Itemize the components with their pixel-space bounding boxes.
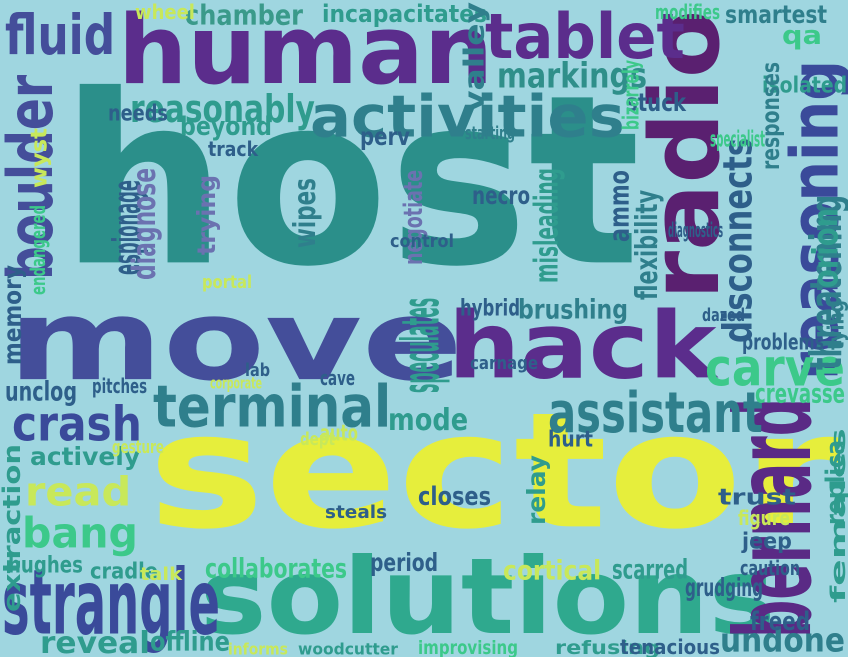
word-cave: cave — [320, 366, 355, 390]
word-tying: tying — [823, 299, 848, 350]
word-wipes: wipes — [287, 178, 323, 248]
word-relay: relay — [521, 454, 551, 525]
word-talk: talk — [140, 563, 183, 585]
word-needs: needs — [108, 100, 168, 126]
word-beyond: beyond — [180, 110, 273, 142]
word-responses: responses — [755, 62, 785, 171]
word-woodcutter: woodcutter — [298, 639, 398, 657]
word-steals: steals — [325, 501, 388, 523]
word-caution: caution — [740, 556, 800, 580]
word-memory: memory — [0, 264, 27, 365]
word-collaborates: collaborates — [205, 552, 348, 585]
word-modifies: modifies — [655, 0, 721, 24]
word-wheel: wheel — [135, 0, 195, 24]
word-bizarrely: bizarrely — [618, 59, 644, 130]
word-extraction: extraction — [0, 443, 26, 612]
word-informs: informs — [228, 639, 288, 657]
word-activities: activities — [310, 82, 625, 151]
word-stuck: stuck — [626, 87, 687, 117]
word-tablet: tablet — [485, 0, 685, 73]
word-orion: orion — [804, 207, 846, 288]
word-dazed: dazed — [702, 304, 745, 326]
word-brushing: brushing — [518, 293, 628, 326]
word-undone: undone — [720, 621, 845, 657]
word-read: read — [25, 468, 132, 516]
word-lab: lab — [245, 359, 271, 381]
word-move: move — [8, 274, 463, 406]
word-portal: portal — [202, 271, 253, 293]
word-corporate: corporate — [210, 373, 262, 393]
word-scarred: scarred — [612, 553, 689, 586]
word-misleading: misleading — [527, 167, 566, 283]
word-freed: freed — [750, 605, 811, 637]
word-terminal: terminal — [153, 372, 392, 441]
word-assistant: assistant — [548, 379, 763, 446]
word-incapacitates: incapacitates — [322, 0, 488, 28]
word-pitches: pitches — [92, 374, 148, 398]
word-tenacious: tenacious — [620, 635, 721, 657]
word-starting: starting — [465, 122, 515, 144]
word-trust: trust — [718, 484, 796, 510]
word-reasonably: reasonably — [130, 86, 315, 132]
word-crevasse: crevasse — [755, 377, 845, 410]
word-hack: hack — [448, 291, 717, 400]
word-problems: problems — [742, 329, 825, 355]
word-replica: replica — [819, 439, 848, 525]
word-gesture: gesture — [112, 436, 165, 458]
word-figure: figure — [738, 506, 791, 530]
word-specialist: specialist — [710, 126, 765, 152]
word-human: human — [118, 0, 494, 106]
word-improvising: improvising — [418, 636, 519, 657]
word-hurt: hurt — [548, 426, 593, 452]
word-fluid: fluid — [5, 3, 116, 68]
word-track: track — [208, 137, 259, 161]
word-hybrid: hybrid — [460, 293, 521, 321]
word-host: host — [60, 43, 641, 319]
word-unclog: unclog — [5, 375, 78, 408]
word-cradle: cradle — [90, 558, 158, 584]
word-carve: carve — [705, 337, 846, 399]
word-flexibility: flexibility — [629, 189, 665, 300]
word-qa: qa — [782, 19, 823, 51]
word-jeep: jeep — [742, 528, 792, 554]
word-solutions: solutions — [200, 535, 776, 657]
word-reveal: reveal — [40, 625, 150, 657]
word-sector: sector — [148, 377, 839, 565]
word-strangle: strangle — [2, 549, 220, 656]
word-markings: markings — [497, 54, 648, 96]
word-speculates: speculates — [390, 297, 452, 393]
word-bang: bang — [22, 508, 138, 558]
word-grudging: grudging — [685, 572, 764, 602]
word-chamber: chamber — [185, 0, 303, 32]
word-diagnostics: diagnostics — [668, 218, 724, 242]
word-dept: dept — [300, 428, 335, 450]
word-cortical: cortical — [503, 554, 602, 587]
word-carnage: carnage — [470, 352, 539, 374]
word-control: control — [390, 230, 455, 252]
word-offline: offline — [150, 625, 230, 657]
word-smartest: smartest — [725, 0, 828, 29]
word-hughes: hughes — [8, 550, 83, 578]
word-crash: crash — [12, 395, 142, 452]
word-isolated: isolated — [762, 72, 848, 98]
word-actively: actively — [30, 441, 141, 471]
word-refusing: refusing — [555, 636, 661, 657]
word-closes: closes — [418, 480, 492, 512]
word-period: period — [370, 547, 439, 577]
word-perv: perv — [360, 121, 410, 151]
word-mode: mode — [388, 402, 469, 438]
word-trying: trying — [191, 174, 221, 255]
word-auto: auto — [320, 420, 359, 446]
word-wyst: wyst — [26, 128, 52, 188]
word-valley: valley — [457, 1, 491, 113]
word-endangered: endangered — [26, 204, 50, 295]
word-necro: necro — [472, 180, 531, 210]
word-diagnose: diagnose — [125, 167, 163, 280]
